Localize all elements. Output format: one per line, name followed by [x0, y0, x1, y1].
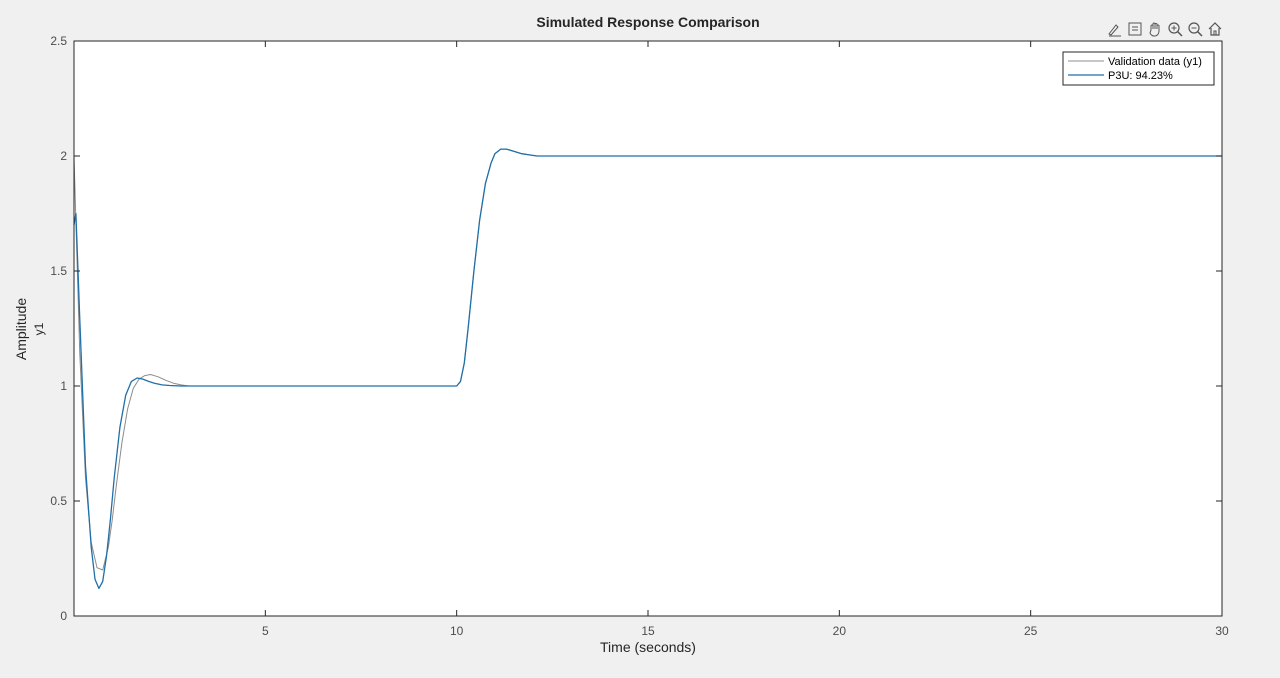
legend-box — [1062, 51, 1215, 86]
y-tick-label: 2 — [60, 149, 67, 163]
series-line-model — [73, 148, 1222, 590]
y-tick-label: 1.5 — [50, 264, 67, 278]
edit-brush-icon[interactable] — [1106, 20, 1123, 37]
y-tick-label: 0.5 — [50, 494, 67, 508]
axes-background — [74, 41, 1222, 616]
y-tick-label: 1 — [60, 379, 67, 393]
x-tick-label: 20 — [833, 624, 847, 638]
axes-toolbar — [1106, 20, 1223, 37]
legend-entry-model: P3U: 94.23% — [1108, 70, 1173, 82]
x-axis-label: Time (seconds) — [600, 639, 696, 655]
legend-entry-validation: Validation data (y1) — [1108, 56, 1202, 68]
y-tick-label: 2.5 — [50, 34, 67, 48]
x-tick-label: 5 — [262, 624, 269, 638]
pan-hand-icon[interactable] — [1146, 20, 1163, 37]
x-tick-label: 15 — [641, 624, 655, 638]
series-layer — [73, 148, 1222, 590]
data-tips-icon[interactable] — [1126, 20, 1143, 37]
zoom-out-icon[interactable] — [1186, 20, 1203, 37]
legend[interactable]: Validation data (y1) P3U: 94.23% — [1062, 51, 1215, 86]
y-axis-output-label: y1 — [32, 322, 46, 335]
tick-layer: 5 10 15 20 25 30 0 0.5 1 1.5 2 2.5 — [50, 34, 1229, 638]
x-tick-label: 25 — [1024, 624, 1038, 638]
zoom-in-icon[interactable] — [1166, 20, 1183, 37]
x-tick-label: 10 — [450, 624, 464, 638]
y-tick-label: 0 — [60, 609, 67, 623]
chart-title: Simulated Response Comparison — [536, 14, 759, 30]
home-restore-icon[interactable] — [1206, 20, 1223, 37]
y-axis-label: Amplitude — [13, 298, 29, 360]
x-tick-label: 30 — [1215, 624, 1229, 638]
